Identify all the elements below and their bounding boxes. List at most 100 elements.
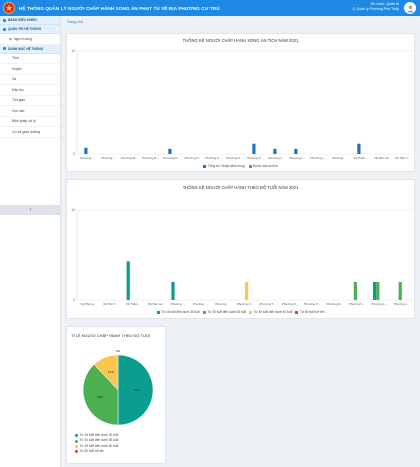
pie-label: 12% [108, 370, 114, 374]
chart-legend: Từ 16 tuổi đến dưới 30 tuổi Từ 30 tuổi đ… [75, 433, 118, 455]
sidebar-section-dashboard[interactable]: BẢNG ĐIỀU KHIỂN [0, 16, 60, 25]
bar [171, 282, 175, 300]
breadcrumb[interactable]: Trang chủ [67, 20, 84, 24]
pie-label: 50% [134, 388, 140, 392]
location-pin-icon: ⚲ [352, 7, 357, 11]
x-tick-label: Phường ... [332, 156, 346, 160]
x-tick-label: Phường ... [171, 302, 185, 306]
bar [245, 282, 249, 300]
bar [398, 282, 402, 300]
user-avatar-icon[interactable] [404, 2, 416, 14]
x-tick-label: Xã Tiến Lợi [148, 302, 164, 306]
sidebar-section-catalog[interactable]: DANH MỤC HỆ THỐNG [0, 44, 60, 54]
legend-item[interactable]: Từ 16 tuổi đến dưới 30 tuổi [75, 433, 118, 438]
legend-swatch [248, 164, 252, 168]
legend-item[interactable]: Tổng số: Chấp hành xong [203, 164, 245, 168]
x-tick-label: Phường P... [282, 302, 298, 306]
legend-item[interactable]: Từ 16 tuổi đến dưới 30 tuổi [156, 310, 200, 314]
sidebar-item-religion[interactable]: Tôn giáo [0, 96, 60, 106]
x-tick-label: Xã Thiện... [126, 302, 141, 306]
user-icon: ◉ [9, 36, 12, 41]
sidebar-item-education[interactable]: Học vấn [0, 106, 60, 117]
bar [373, 282, 377, 300]
legend-swatch [249, 310, 253, 314]
x-tick-label: Phường P... [304, 302, 320, 306]
list-icon [3, 47, 6, 50]
x-tick-label: Xã Thiện... [353, 156, 368, 160]
chevron-left-icon: ‹ [29, 207, 32, 213]
user-info[interactable]: Xin chào: Quản trị ⚲ Quản lý Phường Phú … [353, 2, 400, 12]
x-tick-label: Phường Ð... [121, 156, 138, 160]
legend-label: Tổng số: Chấp hành xong [207, 164, 245, 168]
x-tick-label: Phường ... [80, 156, 94, 160]
sidebar-item-label: Biện pháp xử lý [12, 119, 36, 124]
legend-label: Từ 16 tuổi đến dưới 30 tuổi [161, 310, 200, 314]
sidebar-item-ethnicity[interactable]: Dân tộc [0, 85, 60, 96]
legend-item[interactable]: Từ 60 tuổi trở lên [295, 310, 325, 314]
y-tick-label: 0 [73, 152, 75, 156]
x-tick-label: Phường T... [260, 302, 276, 306]
police-emblem-icon[interactable] [3, 2, 15, 14]
pie-slice [117, 354, 154, 426]
dashboard-icon [3, 18, 6, 22]
sidebar-item-users[interactable]: ◉ Người dùng [0, 34, 60, 45]
greeting-text: Xin chào: Quản trị [370, 2, 399, 6]
chart-card-age-ratio: TỈ LỆ NGƯỜI CHẤP HÀNH THEO ĐỘ TUỔI 50% 38… [66, 326, 166, 464]
pie-slice [93, 354, 119, 391]
sidebar-item-label: Tỉnh [12, 56, 19, 61]
x-tick-label: Phường L... [394, 302, 410, 306]
sidebar-collapse-button[interactable]: ‹ [0, 205, 61, 215]
x-tick-label: Phường S... [349, 302, 365, 306]
legend-item[interactable]: Từ 45 tuổi đến dưới 60 tuổi [249, 310, 292, 314]
legend-swatch [295, 310, 299, 314]
pie-chart-age-ratio: 50% 38% 12% 0% [82, 349, 154, 426]
sidebar-item-commune[interactable]: Xã [0, 75, 60, 85]
sidebar-item-reform-school[interactable]: Cơ sở giáo dưỡng [0, 127, 60, 138]
bar [353, 282, 357, 300]
legend-item[interactable]: Từ 30 tuổi đến dưới 45 tuổi [75, 438, 118, 443]
legend-item[interactable]: Từ 30 tuổi đến dưới 45 tuổi [202, 310, 246, 314]
legend-label: Từ 16 tuổi đến dưới 30 tuổi [79, 433, 119, 437]
pie-label: 38% [97, 395, 103, 399]
bar [294, 148, 298, 154]
sidebar-item-label: Huyện [12, 66, 22, 71]
sidebar-section-label: QUẢN TRỊ HỆ THỐNG [8, 27, 42, 31]
sidebar-item-province[interactable]: Tỉnh [0, 54, 60, 64]
sidebar-section-system-admin[interactable]: QUẢN TRỊ HỆ THỐNG [0, 25, 60, 34]
legend-item[interactable]: Từ 60 tuổi trở lên [75, 449, 118, 454]
legend-label: Từ 60 tuổi trở lên [79, 449, 105, 454]
sidebar-item-label: Dân tộc [12, 87, 24, 92]
chart-legend: Tổng số: Chấp hành xong Được xóa án tích [67, 164, 414, 168]
legend-item[interactable]: Từ 45 tuổi đến dưới 60 tuổi [75, 444, 118, 449]
sidebar-item-measures[interactable]: Biện pháp xử lý [0, 117, 60, 127]
bar [84, 147, 88, 154]
sidebar-item-label: Người dùng [13, 36, 33, 41]
sidebar-item-label: Tôn giáo [12, 98, 26, 103]
x-tick-label: Phường K... [226, 156, 242, 160]
sidebar-item-label: Xã [12, 77, 17, 82]
unit-text: ⚲ Quản lý Phường Phú Thủy [353, 7, 400, 12]
x-tick-label: Phường Ð... [142, 156, 159, 160]
x-tick-label: Phường ... [101, 156, 115, 160]
chart-legend: Từ 16 tuổi đến dưới 30 tuổi Từ 30 tuổi đ… [67, 310, 414, 314]
x-tick-label: Xã Phong... [80, 302, 96, 306]
sidebar-item-district[interactable]: Huyện [0, 64, 60, 75]
x-tick-label: Xã Tiến T... [103, 302, 118, 306]
unit-label: Quản lý Phường Phú Thủy [356, 7, 399, 11]
x-tick-label: Phường ... [215, 302, 229, 306]
sidebar-section-label: DANH MỤC HỆ THỐNG [8, 46, 44, 51]
bar [168, 148, 172, 154]
legend-label: Từ 60 tuổi trở lên [299, 310, 325, 314]
legend-item[interactable]: Được xóa án tích [248, 164, 278, 168]
bar [376, 282, 380, 300]
chart-card-age-groups: THỐNG KÊ NGƯỜI CHẤP HÀNH THEO ĐỘ TUỔI NĂ… [66, 179, 415, 319]
legend-label: Từ 30 tuổi đến dưới 45 tuổi [79, 438, 119, 443]
chart-title: THỐNG KÊ NGƯỜI CHẤP HÀNH THEO ĐỘ TUỔI NĂ… [182, 185, 299, 190]
bar-chart-sentence-completion: 0 10 Phường ... Phường ... Phường Ð... Phường… [71, 49, 413, 160]
sidebar-item-label: Cơ sở giáo dưỡng [12, 129, 40, 134]
bar-chart-age-groups: 0 10 Xã Phong... Xã Tiến T... Xã Thiện... Xã … [71, 208, 413, 306]
sidebar-section-label: BẢNG ĐIỀU KHIỂN [8, 18, 37, 22]
legend-swatch [156, 310, 160, 314]
legend-swatch [75, 445, 78, 449]
legend-swatch [202, 310, 206, 314]
